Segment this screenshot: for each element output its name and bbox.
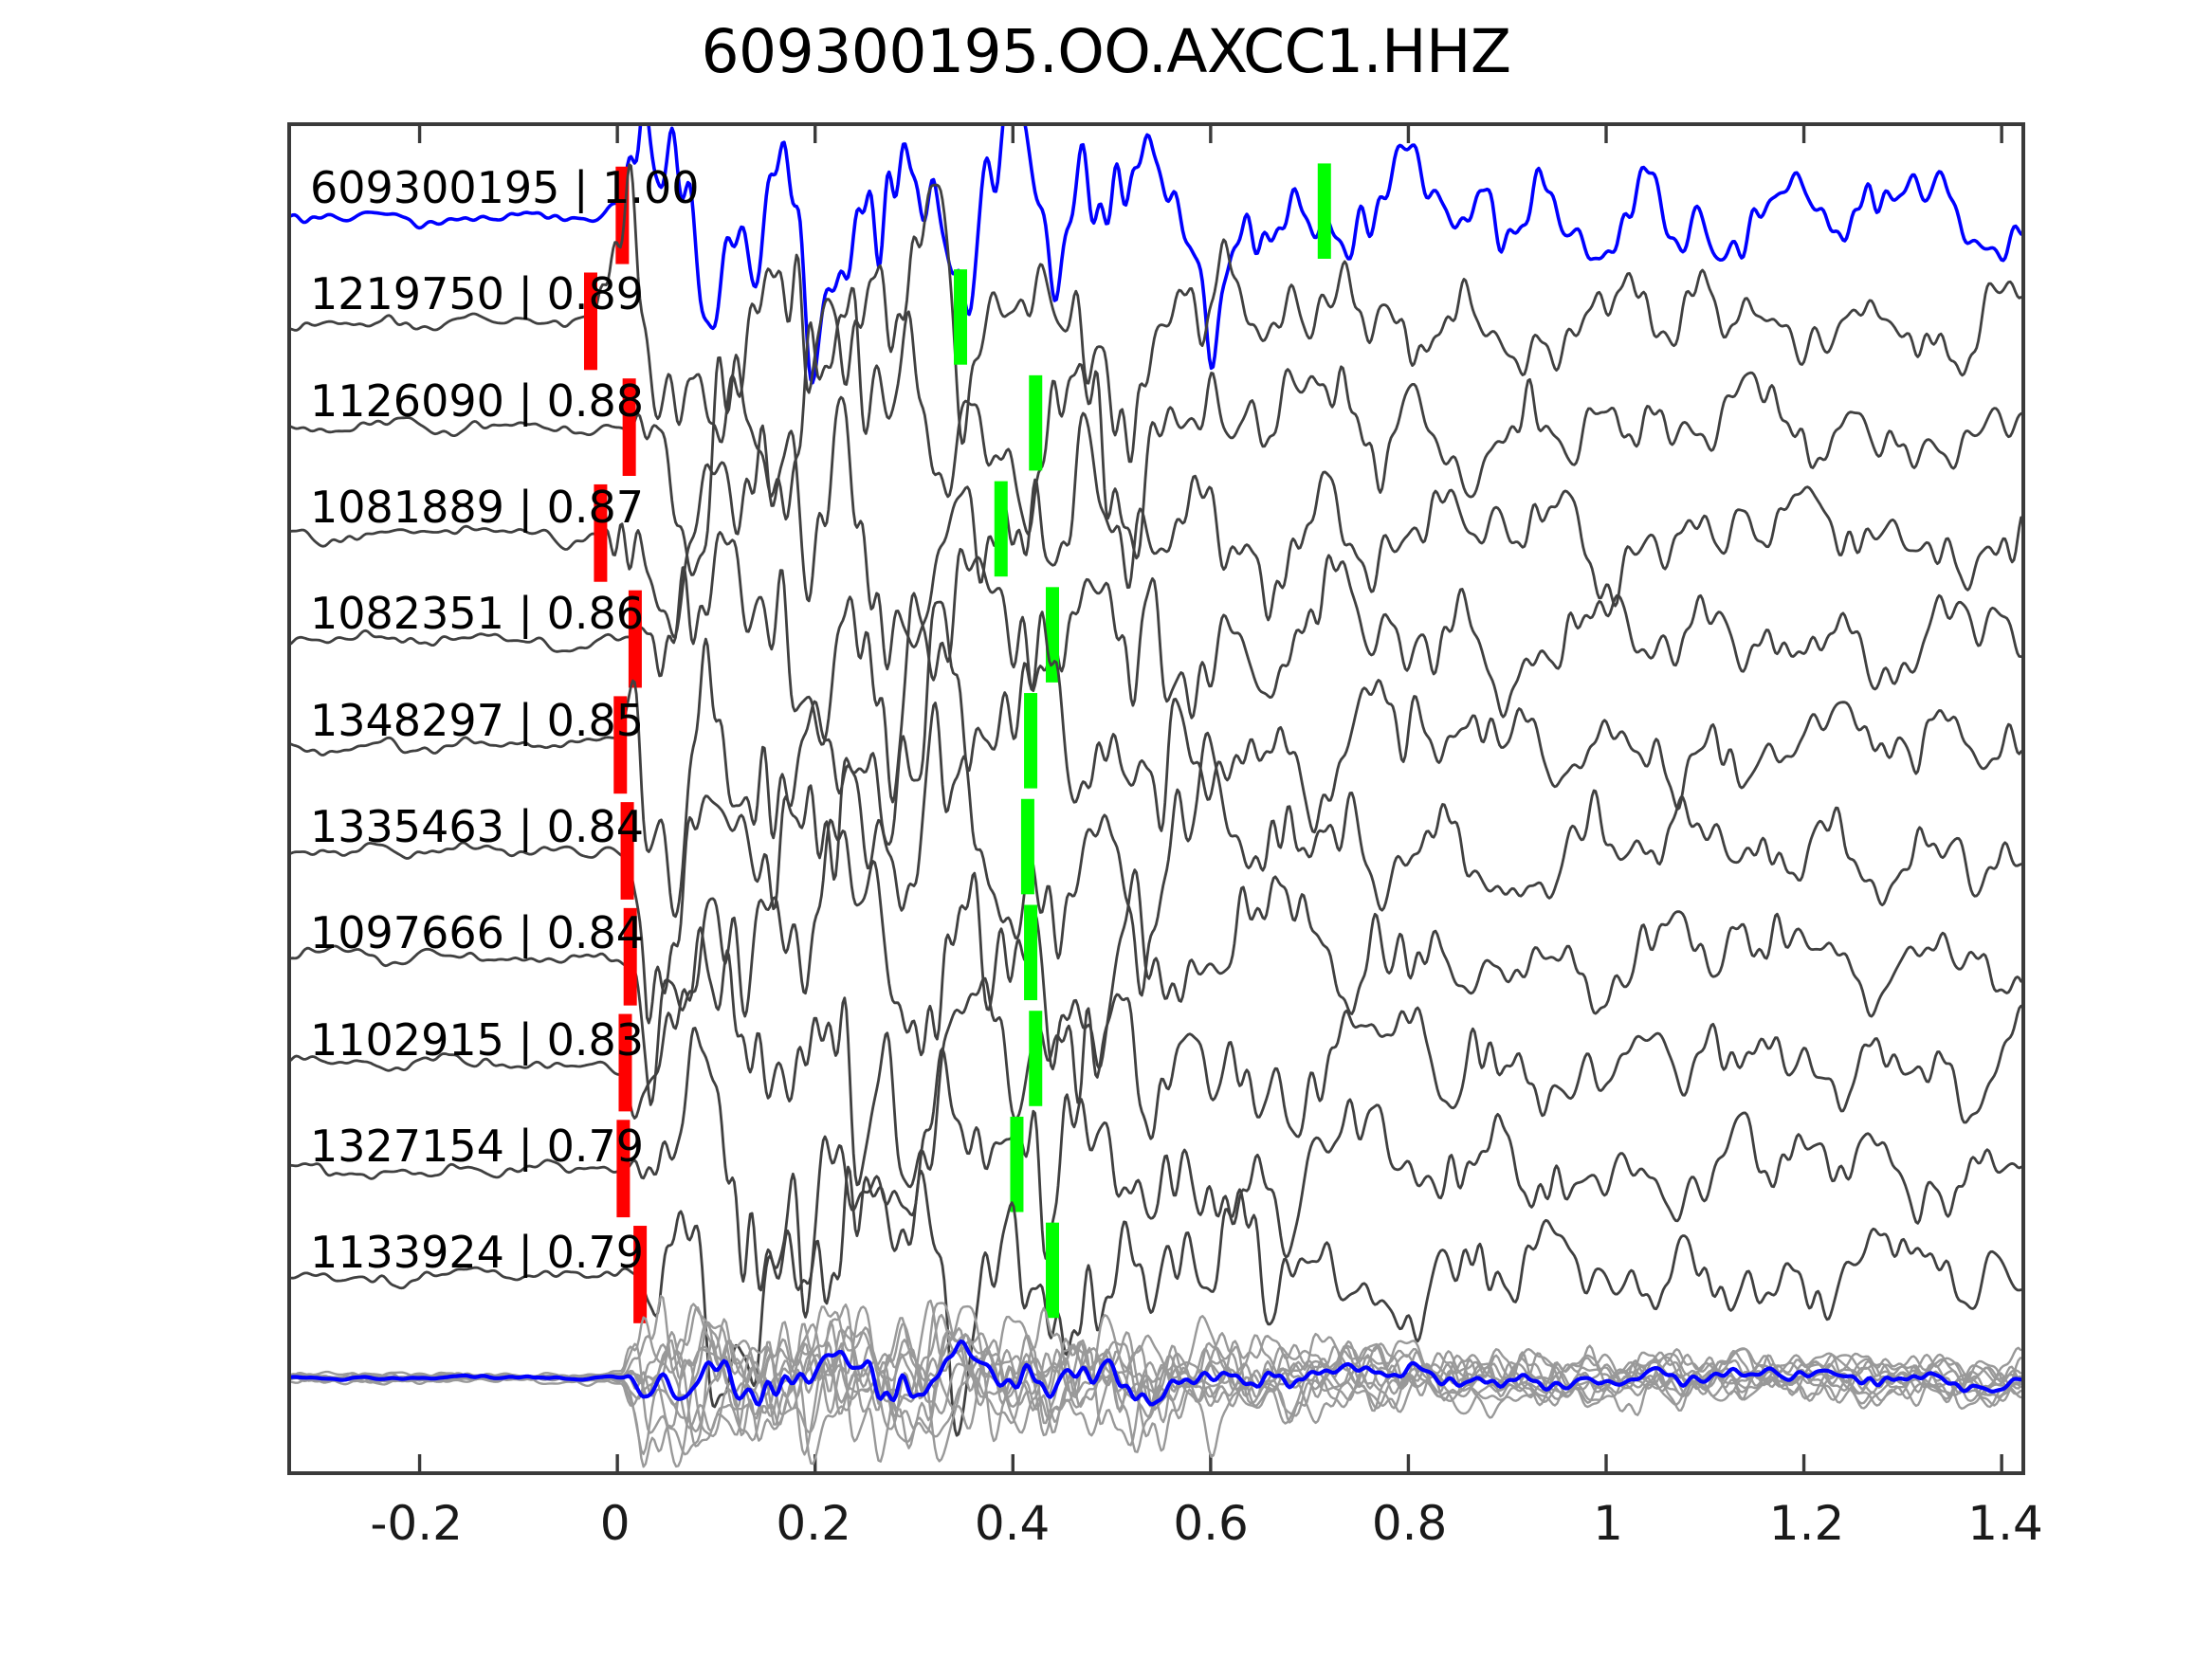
x-tick-0.6: 0.6: [1173, 1496, 1249, 1551]
plot-inner: [291, 126, 2021, 1471]
s-pick-marker: [954, 269, 968, 365]
trace-row: [291, 818, 2021, 1106]
x-tick-0.2: 0.2: [776, 1496, 851, 1551]
p-pick-marker: [583, 272, 597, 371]
p-pick-marker: [613, 696, 628, 794]
trace-row: [291, 163, 2021, 464]
trace-label-1133924: 1133924 | 0.79: [310, 1227, 645, 1279]
s-pick-marker: [1024, 904, 1038, 1001]
x-tick--0.2: -0.2: [370, 1496, 463, 1551]
trace-row: [291, 702, 2021, 1025]
x-tick-0.8: 0.8: [1371, 1496, 1448, 1551]
trace-label-609300195: 609300195 | 1.00: [310, 161, 700, 213]
p-pick-marker: [594, 483, 608, 582]
s-pick-marker: [1010, 1116, 1024, 1212]
p-pick-marker: [618, 1013, 632, 1112]
trace-label-1081889: 1081889 | 0.87: [310, 481, 645, 533]
trace-label-1126090: 1126090 | 0.88: [310, 374, 645, 427]
s-pick-marker: [1029, 1011, 1043, 1106]
s-pick-marker: [994, 481, 1008, 577]
trace-row: [291, 600, 2021, 919]
trace-row: [291, 286, 2021, 576]
p-pick-marker: [628, 590, 642, 688]
waveform-svg: [291, 126, 2021, 1471]
trace-label-1097666: 1097666 | 0.84: [310, 907, 645, 959]
x-tick-1.4: 1.4: [1967, 1496, 2043, 1551]
trace-row: [291, 1165, 2021, 1437]
page-title: 609300195.OO.AXCC1.HHZ: [701, 17, 1511, 86]
plot-area: [287, 122, 2025, 1475]
trace-label-1327154: 1327154 | 0.79: [310, 1121, 645, 1173]
x-tick-1.2: 1.2: [1768, 1496, 1845, 1551]
s-pick-marker: [1046, 1222, 1059, 1319]
x-tick-0.4: 0.4: [974, 1496, 1051, 1551]
trace-label-1348297: 1348297 | 0.85: [310, 694, 645, 746]
p-pick-marker: [622, 378, 636, 477]
trace-row: [291, 1027, 2021, 1319]
trace-row: [291, 531, 2021, 804]
s-pick-marker: [1317, 163, 1331, 259]
trace-label-1102915: 1102915 | 0.83: [310, 1013, 645, 1066]
p-pick-marker: [633, 1226, 648, 1323]
trace-row: [291, 926, 2021, 1189]
stack-panel: [291, 1294, 2021, 1468]
p-pick-marker: [623, 907, 637, 1006]
trace-label-1082351: 1082351 | 0.86: [310, 588, 645, 640]
s-pick-marker: [1024, 693, 1038, 789]
p-pick-marker: [616, 1120, 631, 1218]
trace-label-1219750: 1219750 | 0.89: [310, 268, 645, 320]
trace-row: [291, 395, 2021, 671]
s-pick-marker: [1020, 798, 1034, 895]
s-pick-marker: [1029, 374, 1043, 471]
p-pick-marker: [620, 802, 634, 900]
x-axis-tick-labels: -0.2 0 0.2 0.4 0.6 0.8 1 1.2 1.4: [0, 1496, 2212, 1562]
x-tick-0: 0: [599, 1496, 631, 1551]
x-tick-1: 1: [1593, 1496, 1623, 1551]
trace-label-1335463: 1335463 | 0.84: [310, 800, 645, 852]
